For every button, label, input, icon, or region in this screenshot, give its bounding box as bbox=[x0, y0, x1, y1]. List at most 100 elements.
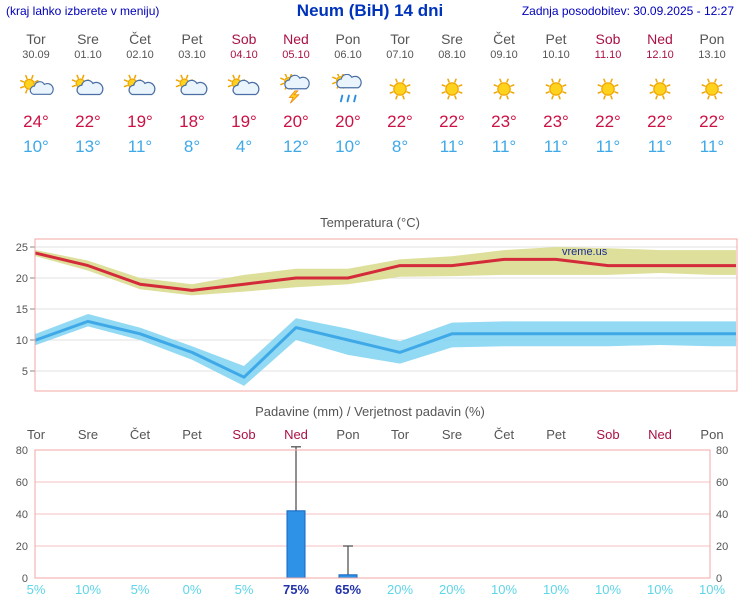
precip-ytick-right: 20 bbox=[716, 541, 728, 553]
max-temperature: 22° bbox=[439, 112, 465, 131]
min-temperature: 11° bbox=[647, 137, 673, 156]
day-column[interactable]: Sre 08.10 22° 11° bbox=[426, 31, 478, 157]
sunny-icon bbox=[478, 74, 530, 105]
min-temperature: 8° bbox=[391, 137, 409, 156]
precip-probability: 10% bbox=[594, 582, 622, 597]
day-name: Sre bbox=[77, 31, 99, 47]
day-column[interactable]: Sob 04.10 19° 4° bbox=[218, 31, 270, 157]
sunny-icon bbox=[582, 74, 634, 105]
day-column[interactable]: Pon 13.10 22° 11° bbox=[686, 31, 738, 157]
precip-day-label: Sob bbox=[232, 427, 256, 442]
precip-probability: 10% bbox=[646, 582, 674, 597]
day-name: Tor bbox=[26, 31, 46, 47]
cloud-sun-icon bbox=[166, 74, 218, 105]
max-temperature: 23° bbox=[543, 112, 569, 131]
max-temperature: 20° bbox=[335, 112, 361, 131]
sunny-icon bbox=[634, 74, 686, 105]
day-name: Pet bbox=[181, 31, 203, 47]
precip-day-label: Sre bbox=[77, 427, 99, 442]
min-temperature: 11° bbox=[595, 137, 621, 156]
temp-ytick: 25 bbox=[16, 242, 28, 254]
precip-ytick-left: 20 bbox=[16, 541, 28, 553]
temp-ytick: 20 bbox=[16, 273, 28, 285]
precip-probability: 5% bbox=[130, 582, 150, 597]
min-temperature: 11° bbox=[491, 137, 517, 156]
precip-day-label: Sob bbox=[596, 427, 620, 442]
min-temperature: 10° bbox=[23, 137, 49, 156]
day-name: Pon bbox=[699, 31, 725, 47]
day-date: 02.10 bbox=[126, 49, 154, 61]
day-date: 03.10 bbox=[178, 49, 206, 61]
precip-probability: 0% bbox=[182, 582, 202, 597]
day-column[interactable]: Pet 03.10 18° 8° bbox=[166, 31, 218, 157]
min-temperature: 11° bbox=[543, 137, 569, 156]
day-name: Ned bbox=[647, 31, 673, 47]
max-temperature: 22° bbox=[595, 112, 621, 131]
max-temperature: 19° bbox=[231, 112, 257, 131]
day-date: 30.09 bbox=[22, 49, 50, 61]
day-column[interactable]: Sre 01.10 22° 13° bbox=[62, 31, 114, 157]
temp-chart-title: Temperatura (°C) bbox=[320, 215, 420, 230]
max-temp-line bbox=[34, 251, 736, 292]
day-name: Tor bbox=[390, 31, 410, 47]
precip-ytick-left: 40 bbox=[16, 509, 28, 521]
min-temperature: 8° bbox=[183, 137, 201, 156]
day-column[interactable]: Ned 12.10 22° 11° bbox=[634, 31, 686, 157]
thunder-icon bbox=[270, 73, 322, 105]
precip-day-label: Tor bbox=[26, 427, 46, 442]
day-date: 07.10 bbox=[386, 49, 414, 61]
min-temperature: 10° bbox=[335, 137, 361, 156]
day-column[interactable]: Čet 02.10 19° 11° bbox=[114, 31, 166, 157]
day-column[interactable]: Sob 11.10 22° 11° bbox=[582, 31, 634, 157]
sunny-icon bbox=[530, 74, 582, 105]
day-date: 10.10 bbox=[542, 49, 570, 61]
day-date: 06.10 bbox=[334, 49, 362, 61]
day-name: Sob bbox=[595, 31, 621, 47]
precip-day-label: Sre bbox=[441, 427, 463, 442]
min-temperature: 12° bbox=[283, 137, 309, 156]
precip-probability: 75% bbox=[282, 582, 310, 597]
precipitation-chart: 0 0 20 20 40 40 60 60 80 80 bbox=[16, 445, 729, 582]
min-temp-line bbox=[34, 319, 736, 379]
day-column[interactable]: Pon 06.10 20° 10° bbox=[322, 31, 374, 157]
forecast-strip: Tor 30.09 24° 10° Sre 01.10 22° 13° Čet … bbox=[10, 31, 738, 157]
max-temperature: 20° bbox=[283, 112, 309, 131]
precip-bar[interactable] bbox=[286, 510, 306, 579]
precip-probability: 20% bbox=[386, 582, 414, 597]
day-date: 11.10 bbox=[594, 49, 622, 61]
min-temperature: 11° bbox=[439, 137, 465, 156]
precip-probability: 5% bbox=[26, 582, 46, 597]
day-column[interactable]: Pet 10.10 23° 11° bbox=[530, 31, 582, 157]
day-column[interactable]: Tor 30.09 24° 10° bbox=[10, 31, 62, 157]
precip-ytick-right: 60 bbox=[716, 477, 728, 489]
precip-day-label: Tor bbox=[390, 427, 410, 442]
day-date: 08.10 bbox=[438, 49, 466, 61]
cloud-sun-icon bbox=[62, 74, 114, 105]
menu-hint: (kraj lahko izberete v meniju) bbox=[6, 4, 160, 18]
temp-ytick: 15 bbox=[16, 304, 28, 316]
day-name: Pet bbox=[545, 31, 567, 47]
max-temperature: 22° bbox=[75, 112, 101, 131]
max-temperature: 24° bbox=[23, 112, 49, 131]
day-column[interactable]: Tor 07.10 22° 8° bbox=[374, 31, 426, 157]
day-name: Sob bbox=[231, 31, 257, 47]
max-temperature: 18° bbox=[179, 112, 205, 131]
day-column[interactable]: Čet 09.10 23° 11° bbox=[478, 31, 530, 157]
day-date: 01.10 bbox=[74, 49, 102, 61]
precip-ytick-right: 0 bbox=[716, 573, 722, 582]
day-date: 04.10 bbox=[230, 49, 258, 61]
day-column[interactable]: Ned 05.10 20° 12° bbox=[270, 31, 322, 157]
precip-day-label: Pet bbox=[182, 427, 202, 442]
max-temperature: 22° bbox=[699, 112, 725, 131]
precip-chart-frame bbox=[34, 449, 711, 579]
precip-ytick-left: 60 bbox=[16, 477, 28, 489]
precip-day-label: Ned bbox=[284, 427, 308, 442]
min-temperature: 4° bbox=[235, 137, 253, 156]
precip-day-label: Čet bbox=[129, 427, 151, 442]
min-temperature: 13° bbox=[75, 137, 101, 156]
day-name: Pon bbox=[335, 31, 361, 47]
sunny-icon bbox=[426, 74, 478, 105]
rain-sun-icon bbox=[322, 72, 374, 105]
precip-day-label: Ned bbox=[648, 427, 672, 442]
day-date: 05.10 bbox=[282, 49, 310, 61]
